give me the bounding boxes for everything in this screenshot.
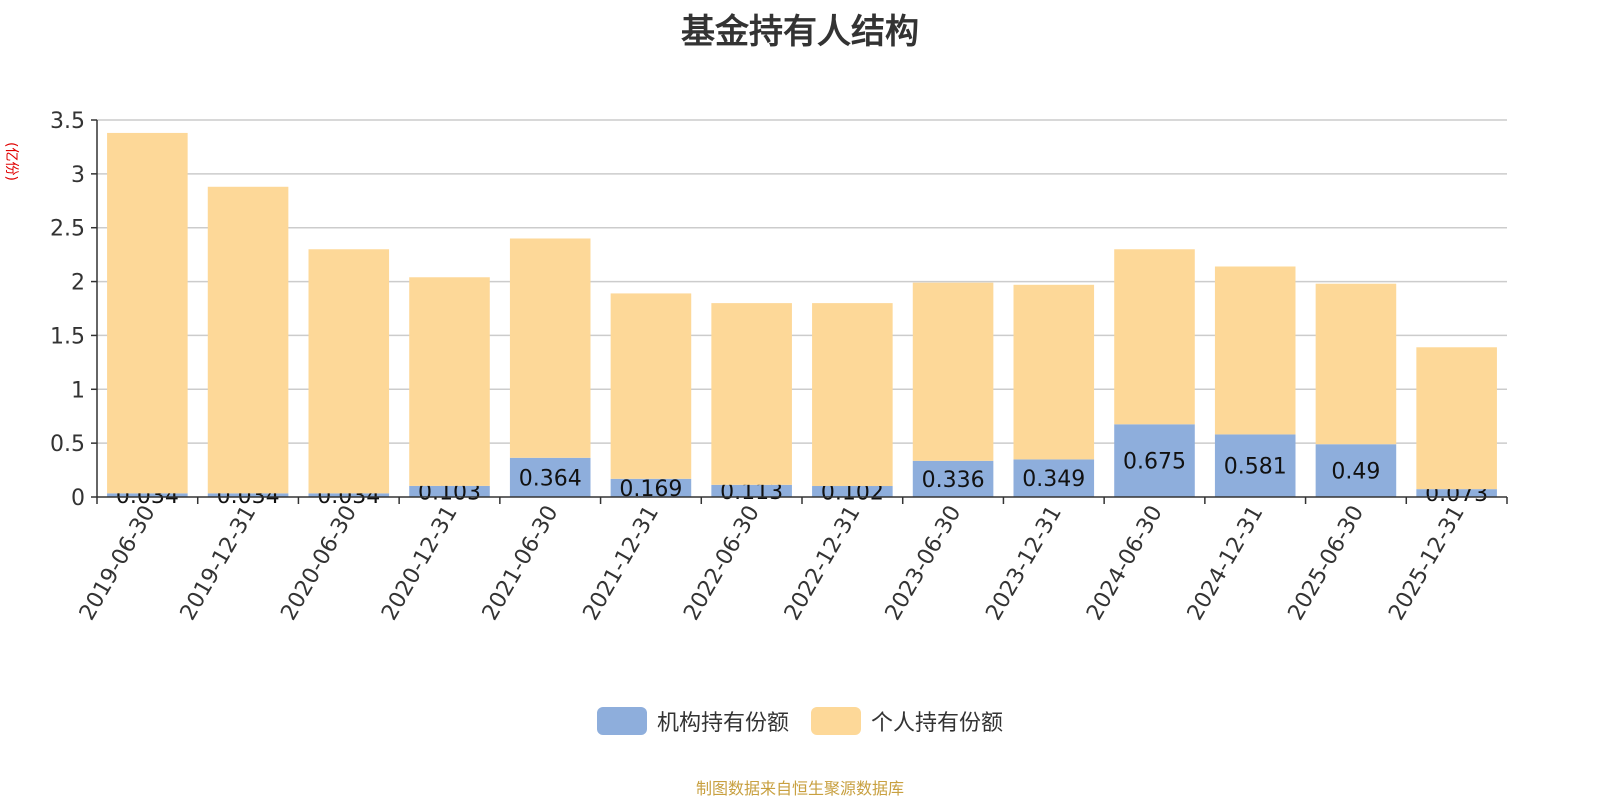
bar-individual xyxy=(1013,284,1095,460)
y-tick-label: 0.5 xyxy=(50,432,85,457)
y-tick-label: 3 xyxy=(71,163,85,188)
bar-institutional xyxy=(207,493,289,497)
bar-individual xyxy=(711,303,792,485)
x-tick-label: 2024-12-31 xyxy=(1183,502,1269,625)
legend: 机构持有份额 个人持有份额 xyxy=(0,705,1600,737)
data-label: 0.349 xyxy=(1022,467,1085,492)
data-label: 0.169 xyxy=(619,477,682,502)
bar-institutional xyxy=(308,493,390,497)
x-tick-label: 2020-06-30 xyxy=(276,502,362,625)
x-tick-label: 2021-12-31 xyxy=(579,502,665,625)
y-tick-label: 1.5 xyxy=(50,324,85,349)
bar-institutional xyxy=(711,484,792,497)
bar-institutional xyxy=(1416,489,1497,497)
data-label: 0.364 xyxy=(519,466,582,491)
legend-item-individual[interactable]: 个人持有份额 xyxy=(811,705,1003,737)
legend-swatch-individual xyxy=(811,707,861,735)
y-tick-label: 2.5 xyxy=(50,217,85,242)
legend-label-institutional: 机构持有份额 xyxy=(656,711,789,736)
chart-title: 基金持有人结构 xyxy=(681,12,919,52)
legend-label-individual: 个人持有份额 xyxy=(871,711,1004,736)
x-tick-label: 2024-06-30 xyxy=(1082,502,1168,625)
bar-institutional xyxy=(1214,434,1296,497)
bar-individual xyxy=(207,186,289,494)
y-tick-label: 2 xyxy=(71,271,85,296)
bar-individual xyxy=(1416,347,1497,490)
bar-institutional xyxy=(812,486,893,497)
bar-individual xyxy=(610,293,692,479)
x-tick-label: 2022-06-30 xyxy=(679,502,765,625)
bar-institutional xyxy=(107,493,188,497)
x-tick-label: 2021-06-30 xyxy=(478,502,564,625)
legend-item-institutional[interactable]: 机构持有份额 xyxy=(596,705,789,737)
chart-area: 00.511.522.533.50.0342019-06-300.0342019… xyxy=(50,109,1508,625)
x-tick-label: 2025-12-31 xyxy=(1384,502,1470,625)
x-tick-label: 2025-06-30 xyxy=(1284,502,1370,625)
bar-institutional xyxy=(1315,444,1397,497)
x-tick-label: 2022-12-31 xyxy=(780,502,866,625)
x-tick-label: 2019-06-30 xyxy=(75,502,161,625)
y-tick-label: 3.5 xyxy=(50,109,85,134)
data-label: 0.581 xyxy=(1224,455,1287,480)
bar-institutional xyxy=(1114,424,1195,497)
data-label: 0.49 xyxy=(1331,460,1380,485)
bar-individual xyxy=(1114,249,1195,425)
bar-individual xyxy=(409,277,490,486)
data-label: 0.336 xyxy=(922,468,985,493)
x-tick-label: 2020-12-31 xyxy=(377,502,463,625)
data-label: 0.675 xyxy=(1123,450,1186,475)
bar-individual xyxy=(107,132,188,494)
bar-institutional xyxy=(610,478,692,497)
bar-institutional xyxy=(509,457,591,497)
bar-institutional xyxy=(912,460,994,497)
bar-institutional xyxy=(1013,459,1095,497)
y-tick-label: 1 xyxy=(71,378,85,403)
bar-individual xyxy=(812,303,893,487)
data-source-note: 制图数据来自恒生聚源数据库 xyxy=(695,779,904,798)
bar-institutional xyxy=(409,485,490,497)
y-tick-label: 0 xyxy=(71,486,85,511)
x-tick-label: 2023-06-30 xyxy=(881,502,967,625)
bar-individual xyxy=(509,238,591,458)
legend-swatch-institutional xyxy=(596,707,647,735)
bar-individual xyxy=(912,282,994,461)
x-tick-label: 2023-12-31 xyxy=(981,502,1067,625)
bar-individual xyxy=(1214,266,1296,435)
x-tick-label: 2019-12-31 xyxy=(176,502,262,625)
bar-individual xyxy=(308,249,390,494)
bar-individual xyxy=(1315,283,1397,445)
